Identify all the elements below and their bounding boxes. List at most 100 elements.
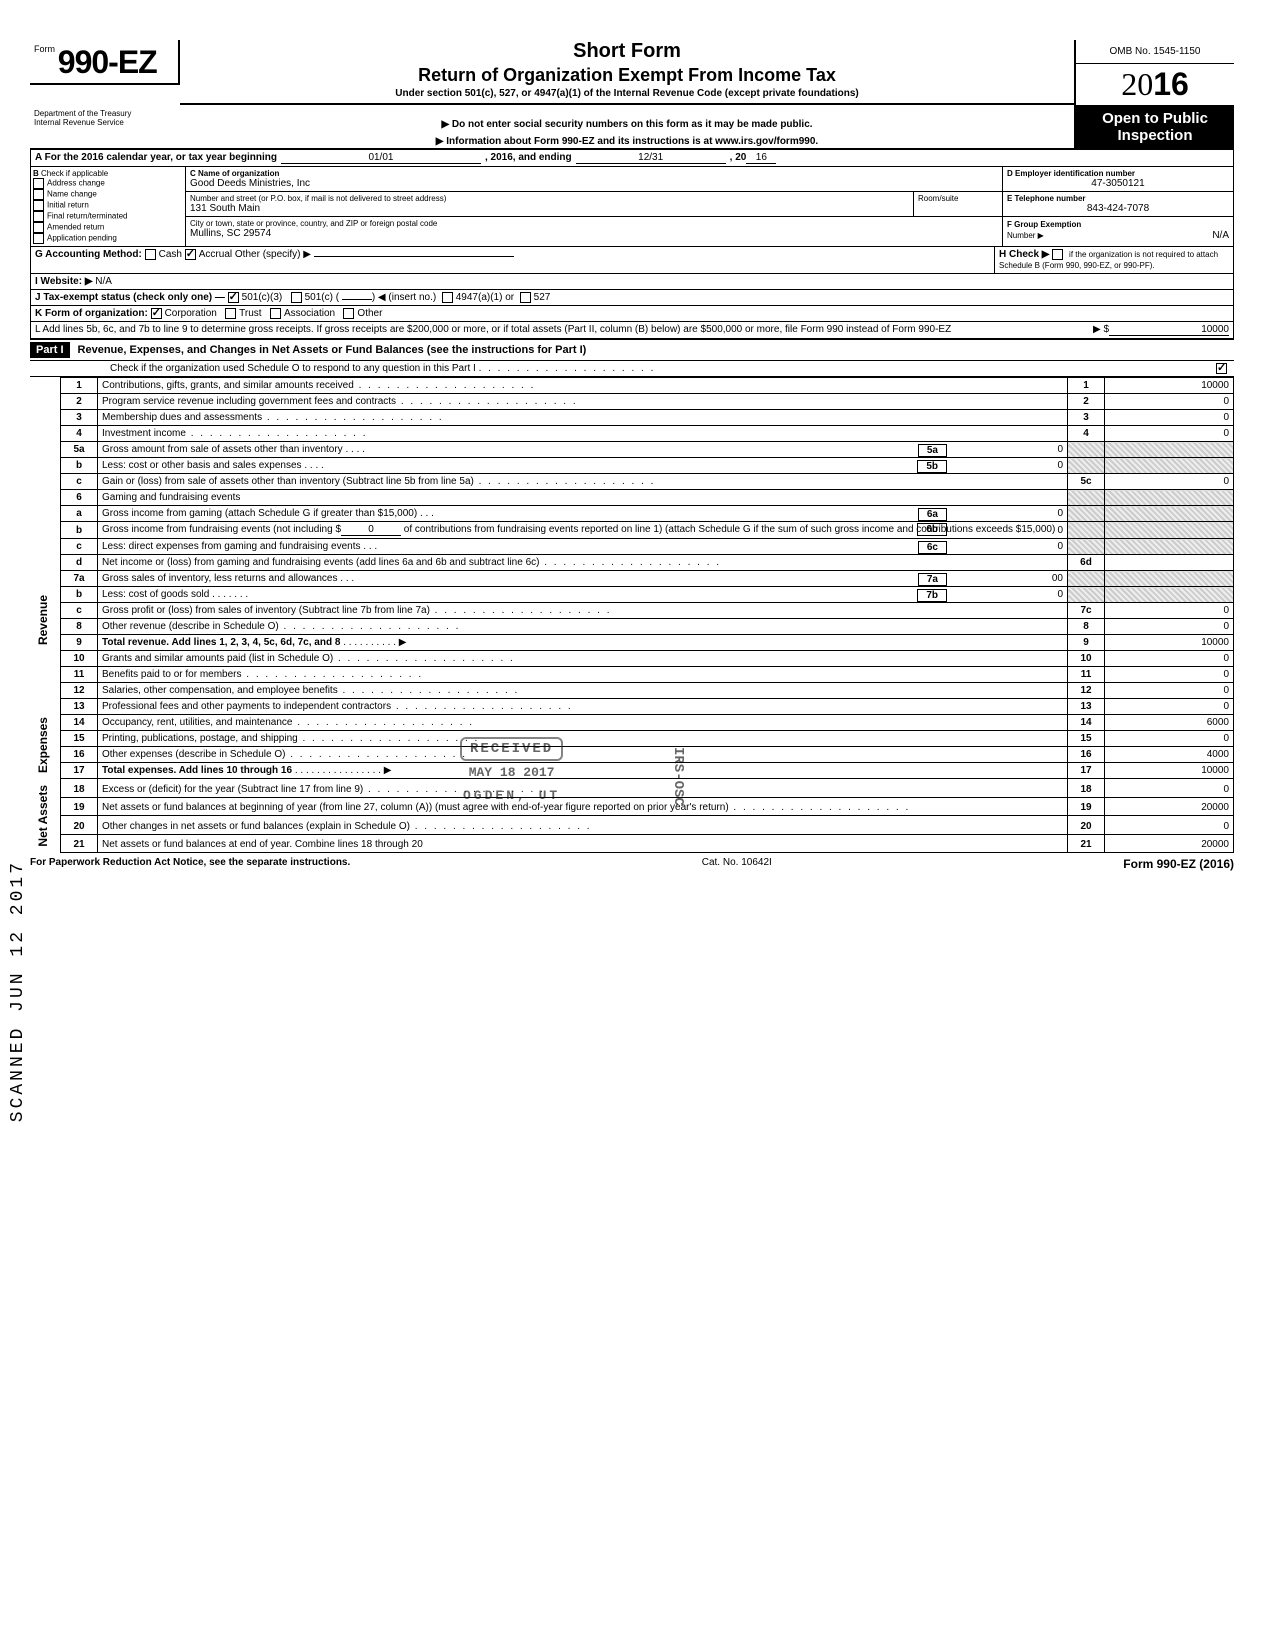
c-label: C Name of organization: [190, 169, 998, 178]
part1-label: Part I: [30, 342, 70, 358]
line-2: 2Program service revenue including gover…: [30, 394, 1234, 410]
cb-address-change[interactable]: [33, 178, 44, 189]
part1-check-row: Check if the organization used Schedule …: [30, 361, 1234, 377]
cb-amended[interactable]: [33, 222, 44, 233]
row-a: A For the 2016 calendar year, or tax yea…: [31, 150, 1233, 167]
line-4: 4Investment income40: [30, 426, 1234, 442]
row-k: K Form of organization: Corporation Trus…: [31, 305, 1233, 321]
header-block: A For the 2016 calendar year, or tax yea…: [30, 150, 1234, 339]
line-5b: bLess: cost or other basis and sales exp…: [30, 458, 1234, 474]
addr-label: Number and street (or P.O. box, if mail …: [190, 194, 909, 203]
line-8: 8Other revenue (describe in Schedule O)8…: [30, 619, 1234, 635]
row-i: I Website: ▶ N/A: [31, 273, 1233, 289]
line-3: 3Membership dues and assessments30: [30, 410, 1234, 426]
begin-date: 01/01: [281, 152, 481, 164]
l-arrow: ▶ $: [1069, 324, 1109, 336]
footer: For Paperwork Reduction Act Notice, see …: [30, 853, 1234, 871]
line-15: 15Printing, publications, postage, and s…: [30, 731, 1234, 747]
f-label2: Number ▶: [1007, 231, 1044, 240]
subtitle: Under section 501(c), 527, or 4947(a)(1)…: [180, 88, 1074, 99]
f-label: F Group Exemption: [1007, 220, 1081, 229]
line-19: 19Net assets or fund balances at beginni…: [30, 797, 1234, 815]
short-form: Short Form: [180, 40, 1074, 63]
line-6b: b Gross income from fundraising events (…: [30, 522, 1234, 539]
cb-app-pending[interactable]: [33, 233, 44, 244]
cb-trust[interactable]: [225, 308, 236, 319]
ein: 47-3050121: [1007, 178, 1229, 189]
cb-schedule-b[interactable]: [1052, 249, 1063, 260]
line-a-suffix: , 20: [730, 152, 747, 164]
g-label: G Accounting Method:: [35, 249, 142, 260]
cb-name-change[interactable]: [33, 189, 44, 200]
dept-line1: Department of the Treasury: [34, 109, 176, 118]
form-number-cell: Form 990-EZ: [30, 40, 180, 85]
cb-501c3[interactable]: [228, 292, 239, 303]
col-b: B Check if applicable Address change Nam…: [31, 167, 186, 246]
ssn-warning: Do not enter social security numbers on …: [180, 119, 1074, 130]
footer-left: For Paperwork Reduction Act Notice, see …: [30, 857, 350, 871]
end-year: 16: [746, 152, 776, 164]
cb-initial-return[interactable]: [33, 200, 44, 211]
lines-table: Revenue 1Contributions, gifts, grants, a…: [30, 377, 1234, 853]
room-label: Room/suite: [918, 194, 998, 203]
form-header: Form 990-EZ Short Form Return of Organiz…: [30, 40, 1234, 107]
cb-final-return[interactable]: [33, 211, 44, 222]
line-21: 21Net assets or fund balances at end of …: [30, 834, 1234, 852]
part1-title: Revenue, Expenses, and Changes in Net As…: [78, 344, 587, 356]
col-c: C Name of organization Good Deeds Minist…: [186, 167, 1003, 246]
city-state-zip: Mullins, SC 29574: [190, 228, 998, 239]
row-j: J Tax-exempt status (check only one) — 5…: [31, 289, 1233, 305]
row-l: L Add lines 5b, 6c, and 7b to line 9 to …: [31, 321, 1233, 338]
side-expenses: Expenses: [34, 713, 52, 777]
cb-schedule-o[interactable]: [1216, 363, 1227, 374]
line-20: 20Other changes in net assets or fund ba…: [30, 816, 1234, 834]
line-6: 6Gaming and fundraising events: [30, 490, 1234, 506]
footer-right: Form 990-EZ (2016): [1123, 857, 1234, 871]
right-header-cell: OMB No. 1545-1150 20201616: [1074, 40, 1234, 107]
col-def: D Employer identification number 47-3050…: [1003, 167, 1233, 246]
line-a-mid: , 2016, and ending: [485, 152, 572, 164]
cb-association[interactable]: [270, 308, 281, 319]
omb-number: OMB No. 1545-1150: [1076, 40, 1234, 64]
k-label: K Form of organization:: [35, 308, 148, 319]
line-1: Revenue 1Contributions, gifts, grants, a…: [30, 378, 1234, 394]
line-11: 11Benefits paid to or for members110: [30, 667, 1234, 683]
dept-line2: Internal Revenue Service: [34, 118, 176, 127]
line-7b: bLess: cost of goods sold . . . . . . . …: [30, 587, 1234, 603]
org-name: Good Deeds Ministries, Inc: [190, 178, 998, 189]
rows-bcdef: B Check if applicable Address change Nam…: [31, 167, 1233, 246]
line-7a: 7aGross sales of inventory, less returns…: [30, 571, 1234, 587]
group-exemption: N/A: [1212, 230, 1229, 241]
line-14: 14Occupancy, rent, utilities, and mainte…: [30, 715, 1234, 731]
e-label: E Telephone number: [1007, 194, 1229, 203]
cb-corporation[interactable]: [151, 308, 162, 319]
part1-header: Part I Revenue, Expenses, and Changes in…: [30, 339, 1234, 361]
cb-527[interactable]: [520, 292, 531, 303]
h-label: H Check ▶: [999, 249, 1049, 260]
form-prefix: Form: [34, 44, 55, 54]
cb-4947[interactable]: [442, 292, 453, 303]
open-to-public: Open to Public Inspection: [1076, 107, 1234, 148]
line-5a: 5aGross amount from sale of assets other…: [30, 442, 1234, 458]
scanned-stamp: SCANNED JUN 12 2017: [8, 860, 28, 1122]
cb-501c[interactable]: [291, 292, 302, 303]
part1-check-text: Check if the organization used Schedule …: [110, 363, 476, 374]
street-address: 131 South Main: [190, 203, 909, 214]
end-date: 12/31: [576, 152, 726, 164]
side-netassets: Net Assets: [34, 781, 52, 851]
cb-accrual[interactable]: [185, 249, 196, 260]
line-16: 16Other expenses (describe in Schedule O…: [30, 747, 1234, 763]
cb-cash[interactable]: [145, 249, 156, 260]
cb-other-org[interactable]: [343, 308, 354, 319]
tax-year: 20201616: [1076, 64, 1234, 105]
side-revenue: Revenue: [34, 591, 52, 649]
dept-cell: Department of the Treasury Internal Reve…: [30, 107, 180, 148]
line-17: 17Total expenses. Add lines 10 through 1…: [30, 763, 1234, 779]
line-13: 13Professional fees and other payments t…: [30, 699, 1234, 715]
j-label: J Tax-exempt status (check only one) —: [35, 292, 225, 303]
instructions-cell: Do not enter social security numbers on …: [180, 107, 1074, 148]
l-text: L Add lines 5b, 6c, and 7b to line 9 to …: [35, 324, 1069, 336]
title-cell: Short Form Return of Organization Exempt…: [180, 40, 1074, 105]
line-5c: cGain or (loss) from sale of assets othe…: [30, 474, 1234, 490]
line-7c: cGross profit or (loss) from sales of in…: [30, 603, 1234, 619]
